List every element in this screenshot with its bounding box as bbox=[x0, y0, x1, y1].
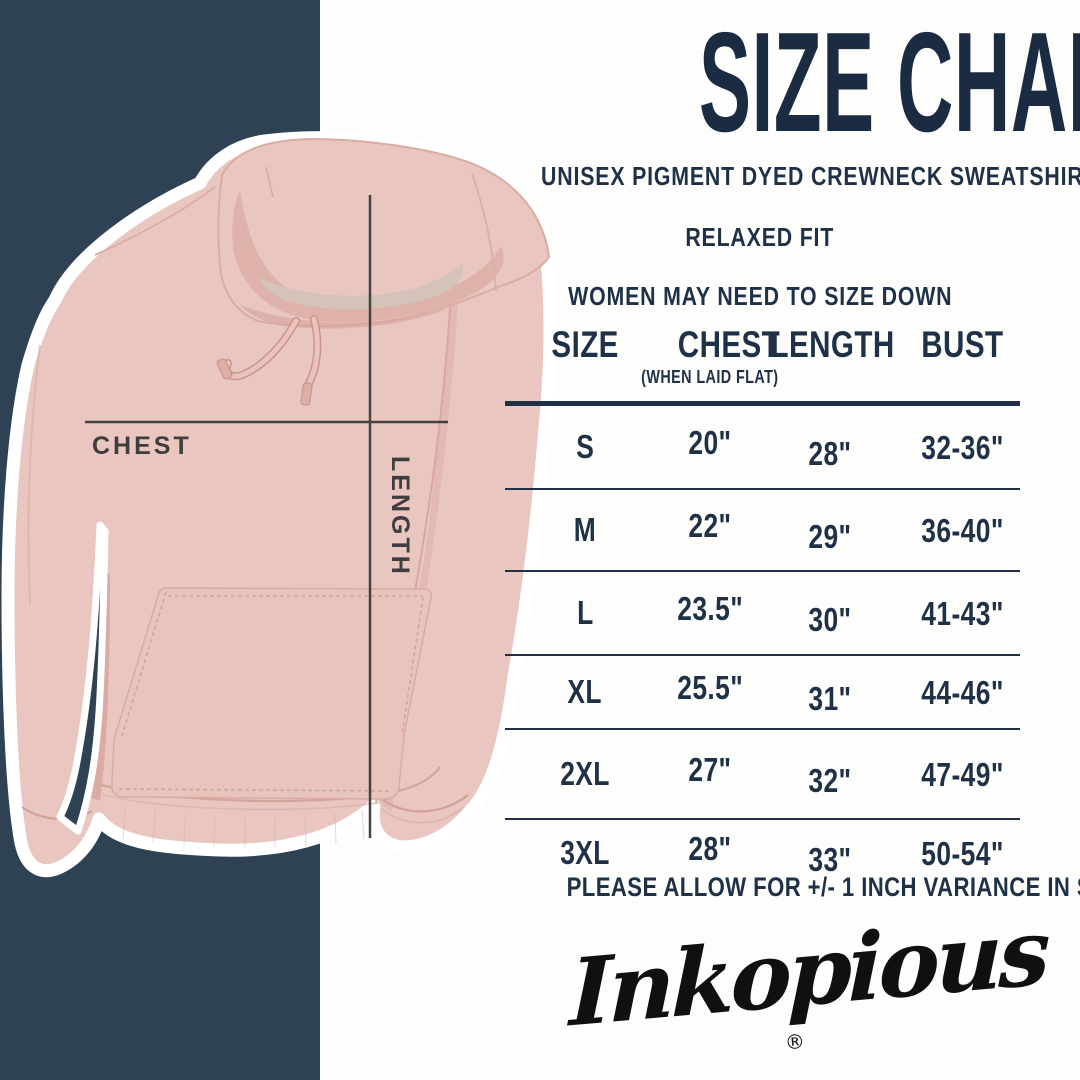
chest-subnote: (WHEN LAID FLAT) bbox=[641, 367, 779, 387]
table-row: XL 25.5" 31" 44-46" bbox=[505, 656, 1020, 730]
cell-size: XL bbox=[567, 673, 603, 710]
kangaroo-pocket bbox=[111, 587, 432, 800]
table-row: 2XL 27" 32" 47-49" bbox=[505, 730, 1020, 820]
cell-size: L bbox=[576, 594, 594, 631]
left-sleeve-seam bbox=[27, 344, 41, 606]
hem-ribs bbox=[122, 806, 365, 847]
table-row: 3XL 28" 33" 50-54" bbox=[505, 820, 1020, 886]
cell-bust: 50-54" bbox=[921, 835, 1004, 872]
drawstrings bbox=[216, 315, 322, 406]
cell-chest: 25.5" bbox=[677, 669, 743, 706]
hem-seam-2 bbox=[101, 794, 379, 811]
hood-center-seam bbox=[265, 166, 274, 198]
brand-logo-text: Inkopious bbox=[568, 897, 1048, 1048]
cell-length: 31" bbox=[808, 680, 852, 717]
page-title: SIZE CHART bbox=[505, 12, 1080, 154]
cell-size: 3XL bbox=[560, 834, 610, 871]
cell-length: 33" bbox=[808, 841, 852, 878]
cell-length: 32" bbox=[808, 762, 852, 799]
cell-chest: 23.5" bbox=[677, 590, 743, 627]
cell-length: 29" bbox=[808, 518, 852, 555]
right-shoulder-seam bbox=[471, 172, 497, 292]
table-row: S 20" 28" 32-36" bbox=[505, 406, 1020, 490]
cell-length: 28" bbox=[808, 435, 852, 472]
hoodie-illustration bbox=[1, 131, 557, 878]
cell-bust: 44-46" bbox=[921, 674, 1004, 711]
table-header-row: SIZE CHEST (WHEN LAID FLAT) LENGTH BUST bbox=[505, 320, 1020, 406]
subtitle-fit: RELAXED FIT bbox=[685, 222, 835, 252]
column-header-bust: BUST bbox=[921, 324, 1004, 365]
cell-length: 30" bbox=[808, 601, 852, 638]
cell-chest: 20" bbox=[688, 424, 732, 461]
page-title-text: SIZE CHART bbox=[698, 3, 1080, 162]
variance-note: PLEASE ALLOW FOR +/- 1 INCH VARIANCE IN … bbox=[566, 872, 1080, 902]
hood-interior-heather bbox=[258, 263, 464, 310]
length-measure-label: LENGTH bbox=[386, 456, 414, 577]
cell-size: 2XL bbox=[560, 755, 610, 792]
chest-measure-label: CHEST bbox=[92, 432, 192, 460]
subtitle-sizing-advice: WOMEN MAY NEED TO SIZE DOWN bbox=[567, 281, 953, 311]
table-row: M 22" 29" 36-40" bbox=[505, 490, 1020, 572]
registered-trademark-mark: ® bbox=[783, 1028, 806, 1055]
cell-bust: 41-43" bbox=[921, 595, 1004, 632]
column-header-size: SIZE bbox=[551, 324, 619, 365]
hoodie-product-photo bbox=[0, 95, 560, 915]
hood-outer bbox=[217, 137, 551, 328]
subtitle-fabric: UNISEX PIGMENT DYED CREWNECK SWEATSHIRT bbox=[541, 161, 1080, 191]
cell-bust: 47-49" bbox=[921, 756, 1004, 793]
size-table: SIZE CHEST (WHEN LAID FLAT) LENGTH BUST … bbox=[505, 320, 1020, 886]
right-cuff-seam-2 bbox=[381, 806, 465, 824]
cell-size: S bbox=[575, 428, 594, 465]
cell-chest: 27" bbox=[688, 751, 732, 788]
column-header-chest: CHEST (WHEN LAID FLAT) bbox=[641, 320, 779, 387]
sleeve-body-gap bbox=[56, 521, 109, 835]
left-shoulder-seam bbox=[94, 186, 216, 256]
table-row: L 23.5" 30" 41-43" bbox=[505, 572, 1020, 656]
right-cuff-seam bbox=[377, 794, 469, 813]
cell-bust: 32-36" bbox=[921, 429, 1004, 466]
brand-logo: Inkopious® bbox=[565, 897, 1047, 1073]
cell-chest: 22" bbox=[688, 507, 732, 544]
cell-chest: 28" bbox=[688, 830, 732, 867]
cell-bust: 36-40" bbox=[921, 512, 1004, 549]
cell-size: M bbox=[573, 511, 597, 548]
column-header-length: LENGTH bbox=[770, 324, 895, 365]
